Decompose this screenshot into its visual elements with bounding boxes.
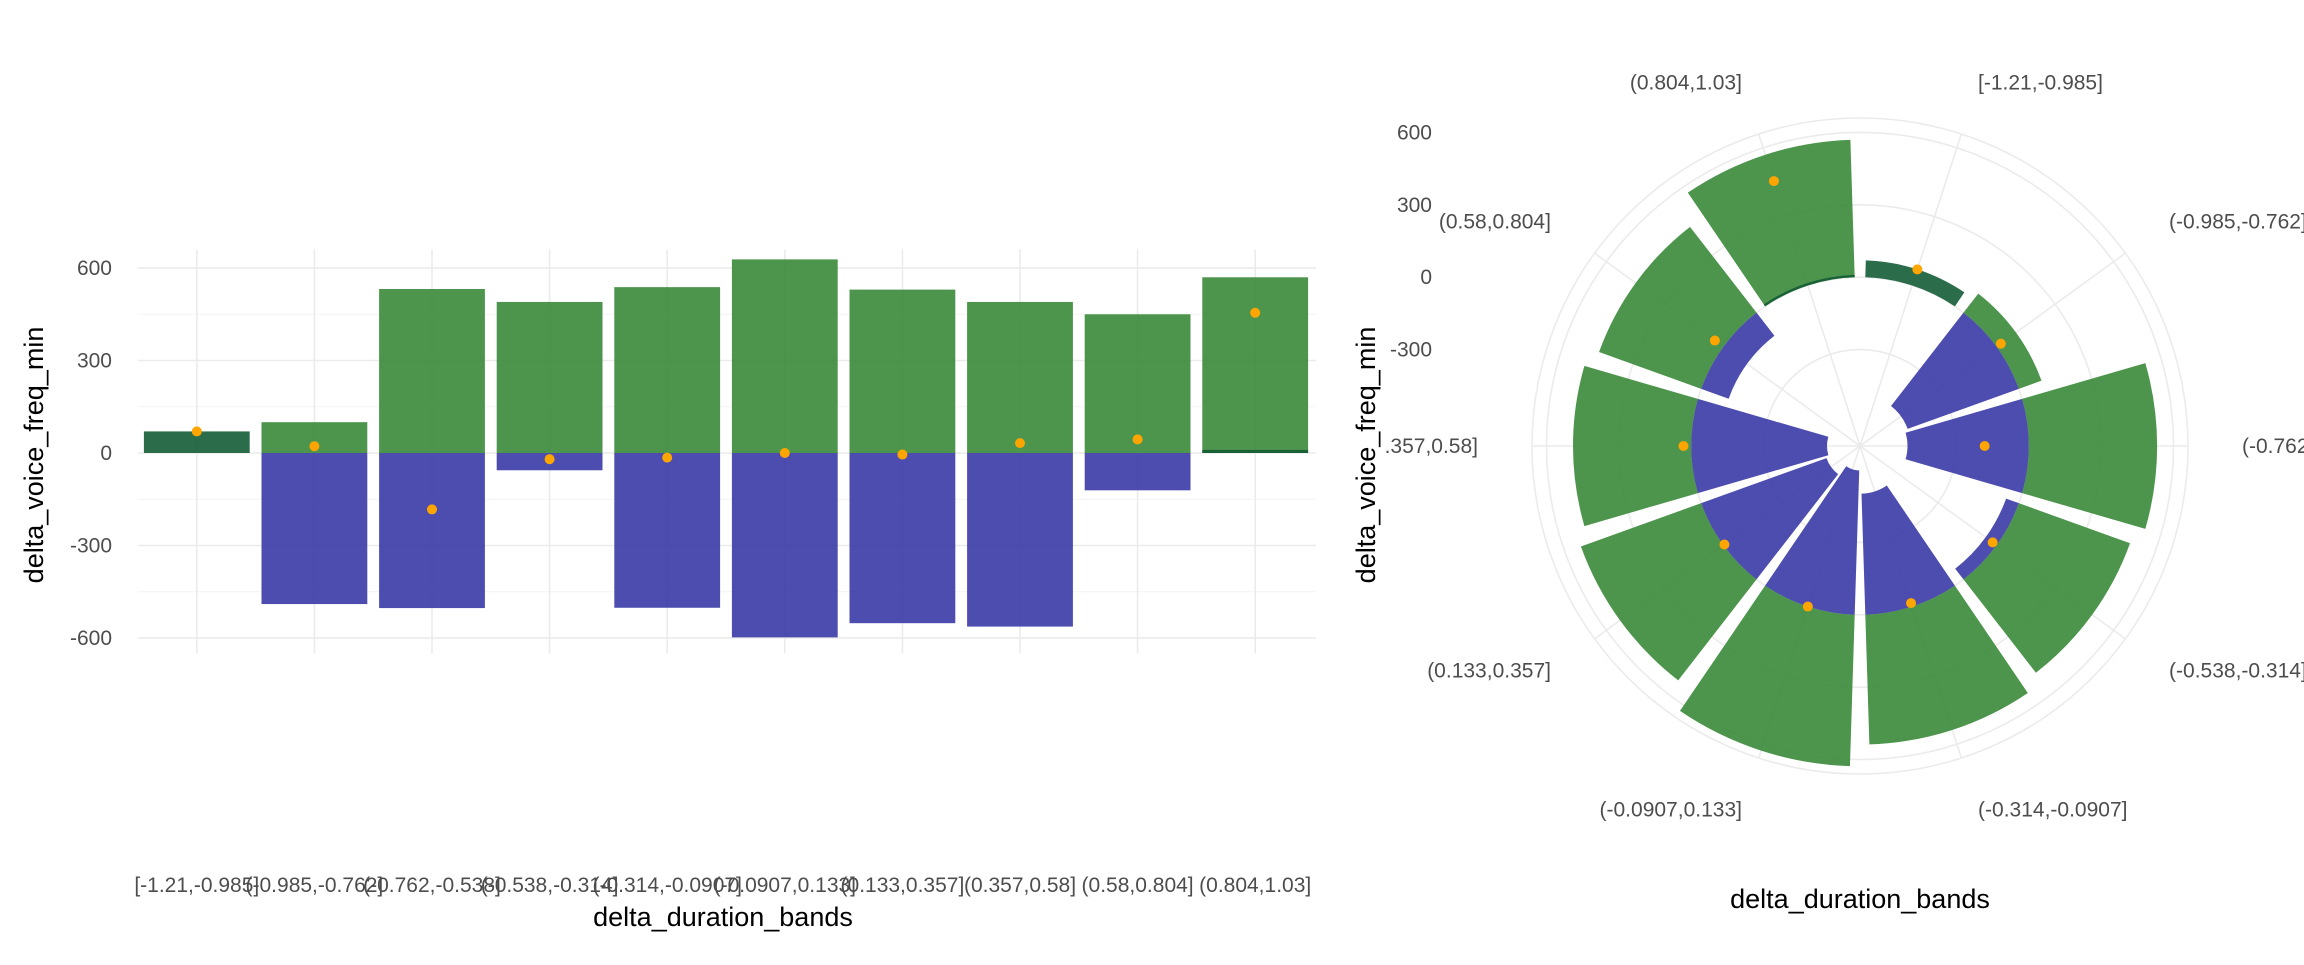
polar-data-point [1678, 441, 1689, 451]
data-point [662, 452, 673, 463]
data-point [897, 449, 908, 460]
bar-negative [849, 453, 956, 624]
polar-wedge-positive [1963, 503, 2131, 673]
bar-positive [849, 289, 956, 453]
polar-wedge-negative [1891, 312, 2019, 429]
bar-negative [731, 453, 838, 638]
x-tick-label: [-1.21,-0.985] [134, 874, 259, 897]
polar-grid-spoke [1859, 133, 1963, 447]
y-tick-label: 300 [77, 350, 112, 373]
bar-positive [379, 288, 485, 453]
y-tick-label: 0 [100, 442, 112, 465]
polar-data-point [1709, 335, 1720, 346]
x-tick-label: (-0.985,-0.762] [246, 874, 384, 897]
polar-r-tick-label: 0 [1420, 266, 1432, 289]
bar-highlight [1202, 449, 1309, 453]
y-tick-label: 600 [77, 257, 112, 280]
y-tick-label: -300 [70, 534, 112, 557]
polar-data-point [1768, 176, 1779, 187]
polar-data-point [1912, 264, 1923, 275]
polar-category-label: (0.804,1.03] [1630, 72, 1742, 95]
y-tick-label: -600 [70, 627, 112, 650]
polar-wedge-negative [1955, 498, 2019, 580]
data-point [779, 448, 790, 458]
data-point [1250, 307, 1261, 318]
polar-data-point [1906, 598, 1917, 609]
data-point [191, 426, 202, 437]
bar-negative [967, 453, 1073, 627]
bar-negative [379, 453, 485, 609]
polar-data-point [1987, 537, 1998, 548]
polar-data-point [1979, 441, 1990, 451]
x-tick-label: (0.804,1.03] [1199, 874, 1311, 897]
polar-wedge-positive [1679, 585, 1855, 767]
bar-positive [614, 287, 721, 453]
cartesian-panel: -600 -300 0 300 600 [-1.21,-0.985](-0.985,-0.… [70, 249, 1316, 897]
polar-category-label: (-0.762,-0.5 [2242, 435, 2304, 458]
polar-wedge-negative [1701, 458, 1839, 580]
bar-negative [1084, 453, 1191, 491]
right-x-axis-title: delta_duration_bands [1730, 884, 1990, 914]
polar-wedge-positive [1599, 226, 1757, 389]
x-tick-label: (0.357,0.58] [964, 874, 1076, 897]
right-y-axis-title: delta_voice_freq_min [1351, 327, 1381, 584]
polar-wedge-negative [1701, 312, 1775, 399]
left-x-axis-title: delta_duration_bands [593, 902, 853, 932]
bar-positive [731, 259, 838, 453]
bar-positive [967, 301, 1073, 453]
bar-positive [1084, 314, 1191, 453]
polar-wedge-positive [1573, 365, 1698, 527]
polar-wedge-negative [1861, 485, 1955, 615]
bar-negative [261, 453, 368, 605]
polar-category-label: (-0.0907,0.133] [1600, 798, 1742, 821]
polar-wedge-negative [1691, 398, 1829, 494]
x-tick-label: (-0.0907,0.133] [714, 874, 856, 897]
polar-r-tick-label: 300 [1397, 194, 1432, 217]
polar-category-label: (-0.314,-0.0907] [1978, 798, 2127, 821]
bar-positive [496, 301, 603, 453]
data-point [309, 441, 320, 452]
polar-data-point [1719, 539, 1730, 550]
x-tick-label: (-0.762,-0.538] [363, 874, 501, 897]
polar-wedge-positive [2022, 363, 2158, 529]
bar-positive [1202, 277, 1309, 453]
polar-category-label: (0.133,0.357] [1427, 660, 1551, 683]
polar-data-point [1802, 601, 1813, 612]
left-y-axis-title: delta_voice_freq_min [19, 327, 49, 584]
polar-wedge-highlight [1865, 260, 1965, 307]
polar-category-label: (0.58,0.804] [1439, 210, 1551, 233]
polar-category-label: (-0.538,-0.314] [2169, 660, 2304, 683]
polar-category-label: (-0.985,-0.762] [2169, 210, 2304, 233]
x-tick-label: (-0.314,-0.0907] [592, 874, 741, 897]
polar-wedge-positive [1865, 585, 2028, 745]
polar-wedge-negative [1765, 466, 1860, 615]
polar-r-tick-label: 600 [1397, 121, 1432, 144]
polar-r-tick-label: -300 [1390, 339, 1432, 362]
x-tick-label: (0.58,0.804] [1082, 874, 1194, 897]
polar-category-label: [-1.21,-0.985] [1978, 72, 2103, 95]
data-point [1132, 434, 1143, 445]
polar-panel: -300 0 300 600 [-1.21,-0.985] (-0.985,-0.762]… [1385, 72, 2304, 822]
data-point [427, 504, 437, 515]
polar-wedge-positive [1580, 503, 1757, 681]
polar-wedge-positive [1687, 139, 1855, 307]
data-point [1015, 438, 1025, 449]
x-tick-label: (-0.538,-0.314] [481, 874, 619, 897]
polar-category-label: .357,0.58] [1385, 435, 1478, 458]
polar-wedge-negative [1905, 398, 2029, 494]
polar-data-point [1995, 338, 2006, 349]
bar-negative [614, 453, 721, 608]
data-point [544, 454, 555, 465]
x-tick-label: (0.133,0.357] [841, 874, 965, 897]
bar-highlight [143, 431, 250, 453]
